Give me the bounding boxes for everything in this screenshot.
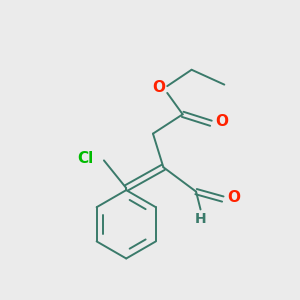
- Text: Cl: Cl: [77, 152, 94, 166]
- Text: O: O: [227, 190, 240, 205]
- Text: O: O: [215, 114, 228, 129]
- Text: H: H: [195, 212, 206, 226]
- Text: O: O: [152, 80, 165, 95]
